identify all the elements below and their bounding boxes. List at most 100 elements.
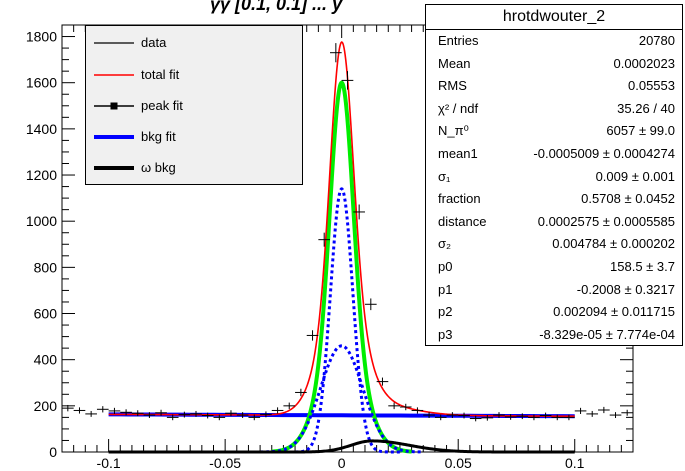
stats-label: p0	[438, 258, 453, 274]
stats-label: fraction	[438, 191, 481, 207]
x-tick-label: 0.1	[565, 455, 585, 471]
stats-label: χ² / ndf	[438, 100, 479, 116]
y-tick-label: 800	[34, 259, 58, 275]
data-point	[248, 414, 261, 421]
legend-entry-omega-bkg: ω bkg	[86, 158, 302, 178]
stats-row: σ₂ 0.004784 ± 0.000202	[426, 233, 682, 256]
data-point	[411, 407, 424, 414]
data-point	[516, 413, 529, 420]
stats-value: 20780	[638, 33, 675, 48]
data-point	[353, 204, 365, 220]
legend-label-data: data	[141, 35, 167, 50]
y-tick-label: 0	[49, 444, 57, 460]
data-point	[388, 402, 400, 410]
data-point	[446, 412, 459, 418]
legend-swatch-omega-bkg	[94, 166, 134, 170]
data-point	[306, 330, 319, 341]
data-point	[213, 414, 226, 421]
data-point	[131, 410, 144, 417]
data-point	[574, 407, 587, 414]
data-point	[539, 412, 552, 419]
data-point	[586, 410, 599, 417]
y-tick-label: 1200	[26, 167, 57, 183]
y-tick-label: 1400	[26, 121, 57, 137]
data-point	[341, 71, 354, 90]
x-tick-label: -0.1	[97, 455, 121, 471]
y-tick-label: 600	[34, 306, 58, 322]
data-point	[236, 412, 249, 418]
data-point	[434, 414, 447, 421]
data-point	[376, 377, 389, 386]
stats-row: p1 -0.2008 ± 0.3217	[426, 279, 682, 302]
omega-bkg-series	[108, 439, 575, 454]
stats-label: N_π⁰	[438, 123, 469, 139]
data-point	[108, 407, 121, 414]
stats-row: mean1 -0.0005009 ± 0.0004274	[426, 143, 682, 166]
data-point	[96, 406, 109, 413]
stats-label: Mean	[438, 55, 471, 71]
data-point	[260, 411, 272, 418]
legend-swatch-total-fit	[94, 74, 134, 76]
legend-label-peak-fit: peak fit	[141, 98, 183, 113]
stats-label: σ₂	[438, 236, 452, 252]
stats-value: 0.5708 ± 0.0452	[581, 191, 675, 207]
data-point	[85, 410, 97, 417]
data-point	[62, 404, 74, 412]
stats-box: hrotdwouter_2 Entries 20780 Mean 0.0002023 R…	[425, 4, 683, 346]
data-point	[493, 412, 505, 418]
legend: data total fit peak fit bkg fit ω bkg	[85, 25, 303, 185]
stats-row: RMS 0.05553	[426, 75, 682, 98]
stats-row: χ² / ndf 35.26 / 40	[426, 98, 682, 121]
x-tick-label: 0.05	[445, 455, 472, 471]
stats-value: 0.009 ± 0.001	[595, 168, 675, 184]
y-tick-label: 1600	[26, 75, 57, 91]
stats-value: 0.0002575 ± 0.0005585	[537, 213, 675, 229]
stats-value: 0.0002023	[613, 55, 675, 71]
y-tick-label: 400	[34, 352, 58, 368]
data-point	[364, 298, 377, 311]
stats-row: p0 158.5 ± 3.7	[426, 256, 682, 279]
data-point	[598, 406, 610, 414]
legend-swatch-data	[94, 42, 134, 44]
data-point	[143, 412, 156, 418]
stats-row: Entries 20780	[426, 30, 682, 53]
data-point	[178, 411, 191, 418]
stats-value: 158.5 ± 3.7	[610, 258, 675, 274]
data-point	[73, 407, 86, 414]
data-point	[225, 410, 237, 417]
stats-label: distance	[438, 213, 487, 229]
stats-label: mean1	[438, 145, 478, 161]
legend-label-total-fit: total fit	[141, 67, 180, 82]
data-point	[318, 232, 331, 247]
stats-value: -0.0005009 ± 0.0004274	[533, 145, 675, 161]
stats-value: -0.2008 ± 0.3217	[576, 281, 675, 297]
stats-value: 0.004784 ± 0.000202	[552, 236, 675, 252]
plot-title-fragment: γγ [0.1, 0.1] ... y	[210, 0, 343, 14]
data-point	[469, 415, 482, 422]
data-point	[271, 407, 284, 414]
stats-label: Entries	[438, 33, 479, 48]
stats-label: p3	[438, 326, 453, 342]
data-point	[528, 414, 540, 421]
legend-entry-total-fit: total fit	[86, 65, 302, 85]
data-series	[62, 43, 633, 422]
legend-entry-bkg-fit: bkg fit	[86, 127, 302, 147]
legend-label-omega-bkg: ω bkg	[141, 160, 176, 175]
y-tick-label: 1800	[26, 29, 57, 45]
legend-entry-peak-fit: peak fit	[86, 96, 302, 116]
stats-title: hrotdwouter_2	[426, 5, 682, 30]
data-point	[155, 409, 167, 416]
data-point	[504, 414, 517, 420]
stats-value: 0.05553	[628, 78, 675, 94]
stats-row: distance 0.0002575 ± 0.0005585	[426, 211, 682, 234]
gauss1-component-line	[283, 187, 400, 454]
stats-row: p3 -8.329e-05 ± 7.774e-04	[426, 324, 682, 347]
stats-row: σ₁ 0.009 ± 0.001	[426, 166, 682, 189]
omega-bkg-line	[108, 439, 575, 454]
stats-value: 35.26 / 40	[617, 100, 675, 116]
tick-labels: 0 200 400 600 800 1000 1200 1400 1600 1800 -0.1 -0.…	[26, 29, 585, 471]
data-point	[551, 414, 564, 421]
legend-swatch-bkg-fit	[94, 135, 134, 139]
data-point	[283, 402, 296, 410]
